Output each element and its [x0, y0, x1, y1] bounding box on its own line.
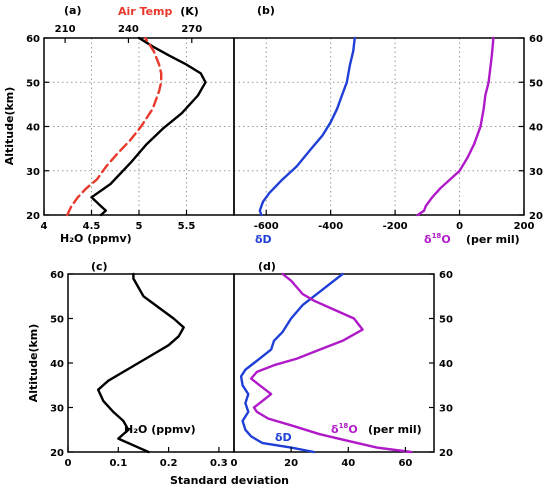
panel-d-ytick-label-4: 60	[439, 270, 453, 281]
panel-c-xtick-label-2: 0.2	[160, 458, 178, 469]
panel-c-y-axis-label: Altitude(km)	[27, 324, 40, 403]
d18O-sup: 18	[432, 232, 442, 240]
panel-b-ytick-label-4: 60	[529, 34, 543, 45]
panel-b-dD-label: δD	[255, 233, 272, 246]
panel-d-series	[239, 272, 413, 454]
panel-d-label: (d)	[258, 260, 276, 273]
panel-a-series	[65, 36, 207, 217]
panel-d-xtick-label-0: 0	[231, 458, 238, 469]
panel-c-series	[96, 272, 185, 454]
panel-c-label: (c)	[91, 260, 108, 273]
panel-a-ytick-label-1: 30	[26, 167, 40, 178]
panel-d-ytick-label-3: 50	[439, 315, 453, 326]
panel-d-units-annotation: (per mil)	[368, 423, 422, 436]
panel-b-xtick-label-2: -200	[383, 221, 408, 232]
panel-a-x-bottom-ticks: 4 4.5 5 5.5	[41, 210, 196, 232]
panel-a-top-axis-label: Air Temp (K)	[118, 5, 199, 18]
panel-d-xtick-label-2: 40	[341, 458, 355, 469]
panel-a-ytick-label-3: 50	[26, 78, 40, 89]
panel-a-bottom-xtick-label-2: 5	[136, 221, 143, 232]
panel-d-d18O-O: O	[348, 423, 357, 436]
panel-d-ytick-label-1: 30	[439, 404, 453, 415]
panel-d-d18O-sup: 18	[339, 422, 349, 430]
air-temp-label: Air Temp	[118, 5, 173, 18]
panel-a-top-xtick-label-2: 270	[181, 24, 202, 35]
panel-d-d18O-annotation: δ18O	[331, 422, 358, 436]
panel-d-dD-annotation: δD	[275, 431, 292, 444]
dD-profile-line	[258, 36, 356, 217]
panel-a-grid	[44, 37, 234, 215]
panel-d-right-y-ticks: 20 30 40 50 60	[429, 270, 453, 459]
panel-c-xtick-label-1: 0.1	[109, 458, 127, 469]
x-axis-label: Standard deviation	[170, 474, 289, 487]
panel-c-y-ticks: 20 30 40 50 60	[50, 270, 73, 459]
panel-a-bottom-xtick-label-0: 4	[41, 221, 48, 232]
panel-a-label: (a)	[64, 4, 81, 17]
panel-a-bottom-axis-label: H₂O (ppmv)	[60, 232, 132, 245]
h2o-std-line	[96, 272, 185, 454]
panel-d-ytick-label-0: 20	[439, 448, 453, 459]
panel-d-xtick-label-1: 20	[284, 458, 298, 469]
air-temp-profile-line	[65, 36, 163, 217]
d18O-O: O	[441, 233, 450, 246]
panel-a-y-axis-label: Altitude(km)	[3, 87, 16, 166]
panel-b-d18O-label: δ18O	[424, 232, 451, 246]
panel-b-label: (b)	[257, 4, 275, 17]
panel-d-d18O-delta: δ	[331, 423, 339, 436]
panel-c-xtick-label-0: 0	[65, 458, 72, 469]
panel-a-y-ticks: 20 30 40 50 60	[26, 34, 49, 222]
panel-c-xtick-label-3: 0.3	[210, 458, 228, 469]
panel-a: 20 30 40 50 60 4 4.5 5 5.5 210 240 270 (a) Air Te…	[3, 4, 235, 245]
panel-a-bottom-xtick-label-3: 5.5	[178, 221, 196, 232]
d18O-std-line	[249, 272, 413, 454]
panel-b-ytick-label-2: 40	[529, 123, 543, 134]
panel-b-xtick-label-3: 0	[456, 221, 463, 232]
panel-a-x-top-ticks: 210 240 270	[55, 24, 202, 43]
panel-a-ytick-label-0: 20	[26, 211, 40, 222]
dD-std-line	[239, 272, 344, 454]
panel-a-ytick-label-4: 60	[26, 34, 40, 45]
panel-c-ytick-label-0: 20	[50, 448, 64, 459]
panel-a-ytick-label-2: 40	[26, 123, 40, 134]
panel-b-xtick-label-1: -400	[318, 221, 343, 232]
panel-c-ytick-label-1: 30	[50, 404, 64, 415]
panel-a-top-xtick-label-1: 240	[118, 24, 139, 35]
panel-d-xtick-label-3: 60	[398, 458, 412, 469]
panel-c-annotation: H₂O (ppmv)	[124, 423, 196, 436]
d18O-delta: δ	[424, 233, 432, 246]
panel-b-right-y-ticks: 20 30 40 50 60	[519, 34, 543, 222]
panel-d: 20 30 40 50 60 0 20 40 60 (d) δD δ18O (per mil)	[231, 260, 453, 469]
panel-c-x-ticks: 0 0.1 0.2 0.3	[65, 447, 228, 469]
panel-d-x-ticks: 0 20 40 60	[231, 447, 412, 469]
panel-b-x-ticks: -600 -400 -200 0 200	[254, 210, 535, 232]
panel-b-ytick-label-3: 50	[529, 78, 543, 89]
panel-b-xtick-label-4: 200	[514, 221, 535, 232]
d18O-profile-line	[416, 36, 495, 217]
panel-b-xtick-label-0: -600	[254, 221, 279, 232]
panel-c-ytick-label-3: 50	[50, 315, 64, 326]
panel-c-ytick-label-4: 60	[50, 270, 64, 281]
panel-b-ytick-label-1: 30	[529, 167, 543, 178]
h2o-profile-line	[90, 36, 207, 217]
panel-b-ytick-label-0: 20	[529, 211, 543, 222]
air-temp-unit: (K)	[180, 5, 199, 18]
panel-a-top-xtick-label-0: 210	[55, 24, 76, 35]
panel-a-bottom-xtick-label-1: 4.5	[83, 221, 101, 232]
panel-d-ytick-label-2: 40	[439, 359, 453, 370]
panel-b-series	[258, 36, 495, 217]
panel-c-ytick-label-2: 40	[50, 359, 64, 370]
panel-c: 20 30 40 50 60 0 0.1 0.2 0.3 (c) H₂O (ppmv) Alt…	[27, 260, 289, 487]
panel-b-units-label: (per mil)	[466, 233, 520, 246]
